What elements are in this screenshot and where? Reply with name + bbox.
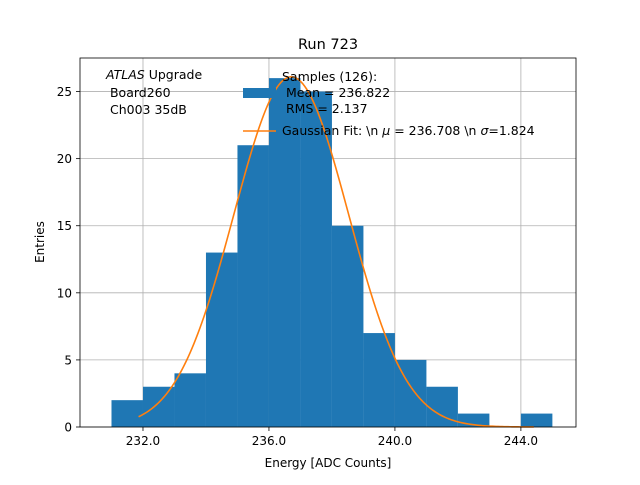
legend-hist-label-1: Samples (126): bbox=[282, 69, 377, 84]
y-axis-label: Entries bbox=[33, 221, 47, 263]
y-tick-label: 0 bbox=[64, 421, 72, 435]
annotation-atlas: ATLAS bbox=[105, 67, 145, 82]
legend-hist-label-3: RMS = 2.137 bbox=[282, 101, 368, 116]
annotation-line-1: ATLAS Upgrade bbox=[105, 67, 202, 82]
x-tick-label: 244.0 bbox=[504, 434, 538, 448]
histogram-bar bbox=[142, 386, 175, 427]
legend: Samples (126): Mean = 236.822 RMS = 2.13… bbox=[243, 69, 535, 138]
histogram-bars bbox=[111, 78, 553, 428]
histogram-bar bbox=[363, 333, 395, 427]
legend-hist-label-2: Mean = 236.822 bbox=[282, 85, 390, 100]
y-tick-label: 15 bbox=[57, 219, 72, 233]
y-tick-label: 5 bbox=[64, 353, 72, 367]
legend-fit-label: Gaussian Fit: \n μ = 236.708 \n σ=1.824 bbox=[282, 123, 535, 138]
atlas-annotation: ATLAS Upgrade Board260 Ch003 35dB bbox=[105, 67, 202, 117]
histogram-bar bbox=[237, 145, 269, 427]
y-tick-label: 20 bbox=[57, 152, 72, 166]
x-tick-label: 236.0 bbox=[252, 434, 286, 448]
legend-fit-mu: μ bbox=[381, 123, 390, 138]
annotation-line-2: Board260 bbox=[106, 85, 171, 100]
histogram-bar bbox=[268, 78, 301, 428]
x-tick-label: 240.0 bbox=[378, 434, 412, 448]
histogram-bar bbox=[331, 225, 364, 427]
annotation-line-3: Ch003 35dB bbox=[106, 102, 187, 117]
annotation-upgrade: Upgrade bbox=[145, 67, 203, 82]
legend-fit-post: =1.824 bbox=[488, 123, 534, 138]
legend-fit-sigma: σ bbox=[480, 123, 489, 138]
y-tick-label: 25 bbox=[57, 85, 72, 99]
x-axis-label: Energy [ADC Counts] bbox=[265, 456, 392, 470]
histogram-bar bbox=[520, 413, 553, 427]
chart-title: Run 723 bbox=[298, 37, 358, 53]
histogram-bar bbox=[394, 359, 427, 427]
gaussian-fit-curve bbox=[138, 75, 534, 428]
legend-fit-mid: = 236.708 \n bbox=[390, 123, 480, 138]
axes-frame bbox=[79, 57, 577, 428]
x-tick-label: 232.0 bbox=[126, 434, 160, 448]
histogram-bar bbox=[300, 91, 332, 427]
legend-hist-swatch bbox=[243, 88, 276, 98]
histogram-bar bbox=[111, 400, 143, 427]
y-tick-label: 10 bbox=[57, 286, 72, 300]
fit-curve-layer bbox=[138, 75, 534, 428]
histogram-bar bbox=[205, 252, 238, 427]
ticks-layer: 232.0 236.0 240.0 244.0 0 5 10 15 20 25 bbox=[57, 85, 538, 448]
legend-fit-pre: Gaussian Fit: \n bbox=[282, 123, 382, 138]
histogram-bar bbox=[174, 373, 206, 427]
